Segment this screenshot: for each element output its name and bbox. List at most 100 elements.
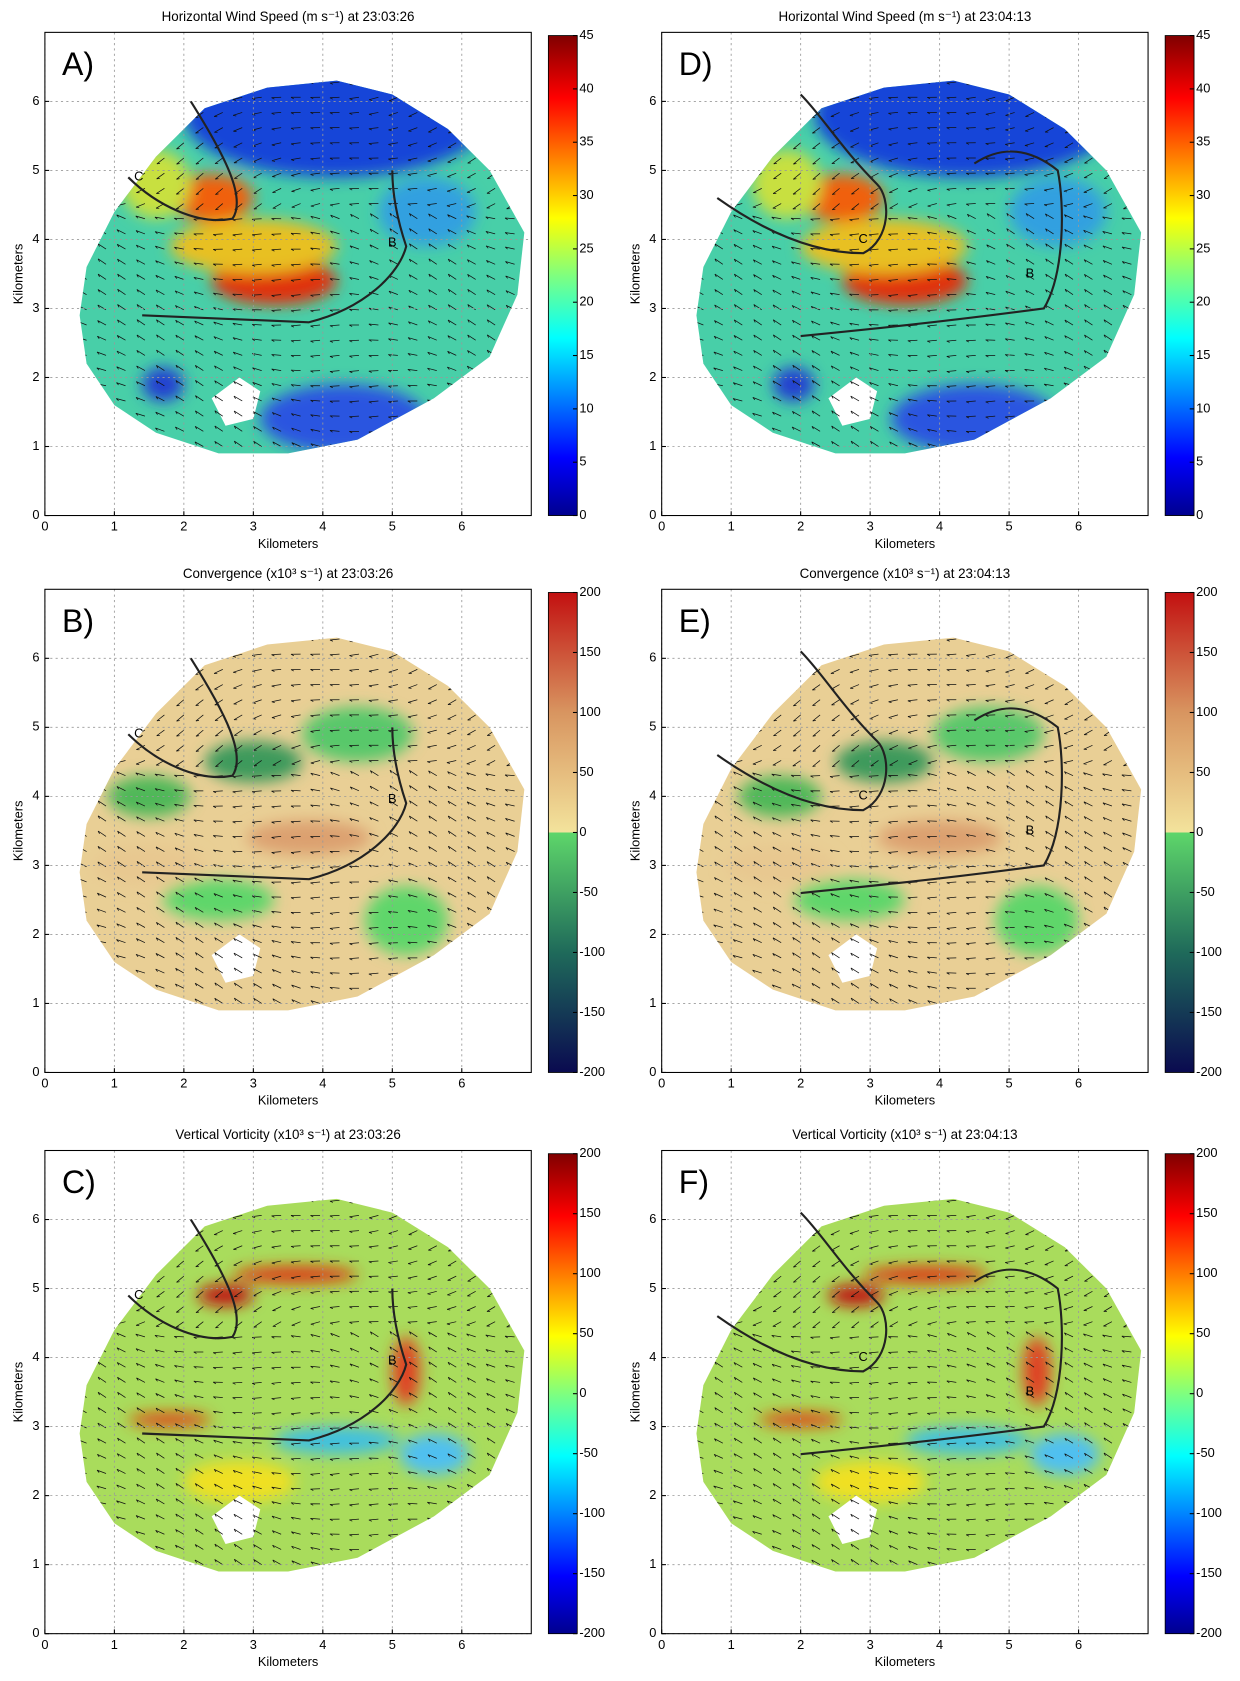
colorbar-tick-label: 0 xyxy=(579,824,586,839)
colorbar-tick-label: -150 xyxy=(1196,1004,1222,1019)
y-tick-label: 0 xyxy=(649,507,656,522)
field-features xyxy=(724,706,1079,956)
y-tick-label: 0 xyxy=(649,1625,656,1640)
annotation: C xyxy=(859,231,868,246)
chart-title: Vertical Vorticity (x10³ s⁻¹) at 23:03:2… xyxy=(175,1127,400,1142)
colorbar-tick-label: 0 xyxy=(1196,507,1203,522)
colorbar-tick-label: 35 xyxy=(579,134,593,149)
x-tick-label: 6 xyxy=(1075,1637,1082,1652)
x-tick-label: 6 xyxy=(458,1076,465,1091)
annotation: C xyxy=(134,169,143,184)
y-tick-label: 6 xyxy=(649,650,656,665)
y-tick-label: 0 xyxy=(32,1625,39,1640)
y-tick-label: 1 xyxy=(649,438,656,453)
y-tick-label: 5 xyxy=(649,1280,656,1295)
field-feature xyxy=(93,844,205,887)
y-tick-label: 6 xyxy=(649,93,656,108)
colorbar-tick-label: 50 xyxy=(579,764,593,779)
x-tick-label: 3 xyxy=(250,519,257,534)
y-tick-label: 5 xyxy=(32,162,39,177)
x-axis-label: Kilometers xyxy=(258,1093,319,1108)
y-tick-label: 5 xyxy=(32,719,39,734)
colorbar-tick-label: 35 xyxy=(1196,134,1210,149)
colorbar-tick-label: -50 xyxy=(1196,884,1215,899)
colorbar-tick-label: 100 xyxy=(1196,1265,1217,1280)
y-tick-label: 6 xyxy=(32,650,39,665)
y-tick-label: 1 xyxy=(649,995,656,1010)
x-tick-label: 0 xyxy=(41,1076,48,1091)
field-feature xyxy=(863,1266,989,1284)
colorbar-tick-label: 40 xyxy=(1196,80,1210,95)
y-tick-label: 2 xyxy=(649,1487,656,1502)
chart-title: Horizontal Wind Speed (m s⁻¹) at 23:04:1… xyxy=(778,9,1031,24)
colorbar-tick-label: 150 xyxy=(579,644,600,659)
y-tick-label: 2 xyxy=(32,1487,39,1502)
panel-label: B) xyxy=(62,603,94,639)
colorbar-tick-label: -150 xyxy=(579,1004,605,1019)
colorbar-tick-label: 30 xyxy=(1196,187,1210,202)
x-axis-label: Kilometers xyxy=(875,1093,936,1108)
x-tick-label: 4 xyxy=(936,519,943,534)
axes-frame xyxy=(44,1149,532,1635)
field-feature xyxy=(877,820,1003,856)
data-gap xyxy=(211,1495,261,1544)
field-feature xyxy=(197,1285,254,1306)
x-tick-label: 0 xyxy=(41,519,48,534)
colorbar xyxy=(1164,35,1195,516)
y-tick-label: 5 xyxy=(649,162,656,177)
y-tick-label: 6 xyxy=(32,93,39,108)
annotation: B xyxy=(388,234,397,249)
colorbar xyxy=(547,1153,578,1635)
field-feature xyxy=(301,706,414,762)
y-tick-label: 1 xyxy=(649,1556,656,1571)
field-feature xyxy=(183,1461,296,1503)
field-feature xyxy=(814,1461,926,1503)
y-tick-label: 4 xyxy=(32,1349,39,1364)
data-gap xyxy=(828,377,878,426)
field-feature xyxy=(1023,1336,1051,1406)
x-tick-label: 6 xyxy=(458,1637,465,1652)
y-tick-label: 4 xyxy=(649,231,656,246)
y-tick-label: 6 xyxy=(32,1211,39,1226)
y-tick-label: 3 xyxy=(32,857,39,872)
colorbar-tick-label: 200 xyxy=(1196,584,1217,599)
colorbar-tick-label: -150 xyxy=(579,1565,605,1580)
field-feature xyxy=(232,1266,358,1284)
y-axis-label: Kilometers xyxy=(11,244,26,305)
y-tick-label: 4 xyxy=(649,788,656,803)
boundary-line xyxy=(127,657,238,778)
panel-label: A) xyxy=(62,46,94,82)
x-tick-label: 0 xyxy=(41,1637,48,1652)
colorbar-tick-label: 25 xyxy=(579,240,593,255)
field-feature xyxy=(378,177,476,247)
y-tick-label: 4 xyxy=(649,1349,656,1364)
field-feature xyxy=(1009,177,1107,247)
colorbar-tick-label: -50 xyxy=(1196,1445,1215,1460)
colorbar-tick-label: 200 xyxy=(1196,1145,1217,1160)
colorbar-tick-label: 20 xyxy=(579,294,593,309)
colorbar-tick-label: 20 xyxy=(1196,294,1210,309)
x-tick-label: 1 xyxy=(728,519,735,534)
colorbar-tick-label: 45 xyxy=(1196,27,1210,42)
colorbar-tick-label: 15 xyxy=(1196,347,1210,362)
axes-frame xyxy=(44,588,532,1073)
boundary-line xyxy=(716,1211,888,1373)
x-tick-label: 3 xyxy=(867,1637,874,1652)
x-tick-label: 3 xyxy=(867,1076,874,1091)
y-tick-label: 2 xyxy=(32,926,39,941)
panel-label: D) xyxy=(679,46,713,82)
colorbar-tick-label: 15 xyxy=(579,347,593,362)
colorbar-tick-label: -50 xyxy=(579,1445,598,1460)
boundary-line xyxy=(127,1218,238,1340)
y-tick-label: 0 xyxy=(649,1064,656,1079)
y-tick-label: 1 xyxy=(32,438,39,453)
axes-frame xyxy=(661,31,1149,517)
colorbar-tick-label: 0 xyxy=(579,1385,586,1400)
x-tick-label: 4 xyxy=(319,1076,326,1091)
panel: 0 1 2 3 4 5 6 0 1 2 3 4 5 6 C B C) Vertical Vorticity (x1… xyxy=(11,1127,605,1669)
boundary-line xyxy=(800,1268,1063,1456)
colorbar-tick-label: 200 xyxy=(579,584,600,599)
y-tick-label: 6 xyxy=(649,1211,656,1226)
data-gap xyxy=(828,1495,878,1544)
